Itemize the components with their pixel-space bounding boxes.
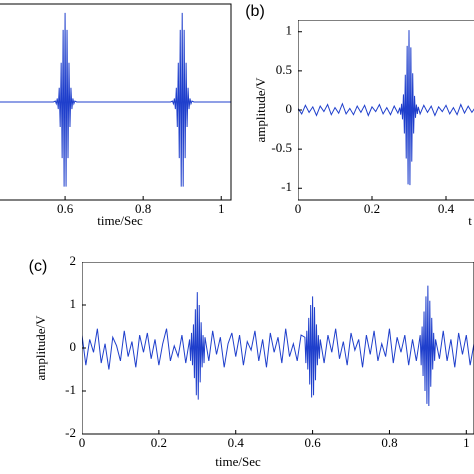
y-axis-label: amplitude/V (33, 315, 48, 381)
panel: 0 0.2 0.4 0.6 0.8 1 -2 -1 0 1 2 time/Sec amplitude/V… (29, 253, 474, 469)
signal-line (0, 12, 231, 187)
x-tick-label: 0 (79, 435, 86, 450)
plot-area (82, 262, 474, 435)
x-tick-label: 0.8 (381, 435, 397, 450)
x-axis-label: time/Sec (97, 213, 143, 228)
panel: 0 0.2 0.4 -1 -0.5 0 0.5 1 t amplitude/V (b) (245, 3, 474, 228)
y-tick-label: -1 (281, 179, 292, 194)
y-tick-label: 1 (286, 23, 293, 38)
x-axis-label: time/Sec (215, 454, 261, 469)
x-tick-label: 1 (218, 201, 225, 216)
x-tick-label: 0 (295, 201, 302, 216)
x-tick-label: 0.2 (151, 435, 167, 450)
plot-area (0, 3, 232, 201)
y-tick-label: -1 (65, 382, 76, 397)
plot-area (298, 20, 474, 201)
x-tick-label: 0.8 (135, 201, 151, 216)
y-tick-label: -0.5 (271, 140, 292, 155)
panel: 0.6 0.8 1 time/Sec (0, 3, 232, 228)
x-axis-label: t (468, 213, 472, 228)
x-tick-label: 0.4 (438, 201, 455, 216)
y-tick-label: 0 (70, 339, 77, 354)
y-axis-label: amplitude/V (253, 77, 268, 143)
axes-box (0, 3, 232, 201)
x-tick-label: 0.4 (228, 435, 245, 450)
y-tick-label: 2 (70, 253, 77, 268)
y-tick-label: -2 (65, 425, 76, 440)
y-tick-label: 0.5 (276, 62, 292, 77)
panel-label: (b) (245, 3, 265, 20)
y-tick-label: 1 (70, 296, 77, 311)
signal-line (298, 30, 474, 186)
y-tick-label: 0 (286, 101, 293, 116)
axes-box (82, 262, 474, 435)
x-tick-label: 0.2 (364, 201, 380, 216)
x-tick-label: 0.6 (57, 201, 74, 216)
signal-line (82, 285, 474, 407)
x-tick-label: 0.6 (304, 435, 321, 450)
panel-label: (c) (29, 258, 48, 275)
x-tick-label: 1 (463, 435, 470, 450)
